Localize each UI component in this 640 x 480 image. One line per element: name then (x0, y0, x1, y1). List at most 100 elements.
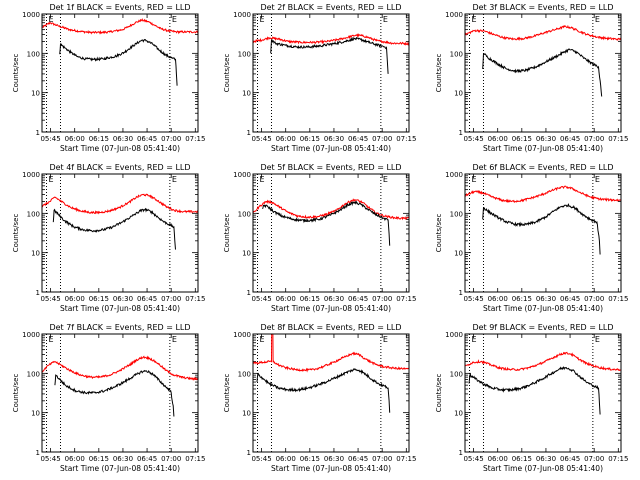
x-tick-label: 06:00 (65, 455, 85, 463)
x-tick-label: 06:45 (560, 295, 580, 303)
x-axis-label: Start Time (07-Jun-08 05:41:40) (60, 464, 180, 473)
y-tick-label: 1 (36, 129, 40, 137)
y-tick-label: 10 (454, 410, 463, 418)
time-marker-label: E (383, 15, 388, 24)
x-tick-label: 07:15 (608, 135, 628, 143)
time-marker-label: E (49, 15, 54, 24)
y-tick-label: 1 (247, 449, 251, 457)
x-tick-label: 06:00 (65, 135, 85, 143)
y-tick-label: 100 (27, 370, 40, 378)
x-tick-label: 06:15 (89, 135, 109, 143)
x-tick-label: 07:00 (584, 135, 604, 143)
x-axis-label: Start Time (07-Jun-08 05:41:40) (271, 464, 391, 473)
y-tick-label: 1000 (22, 171, 40, 179)
panel-title: Det 3f BLACK = Events, RED = LLD (472, 3, 613, 12)
x-tick-label: 07:00 (161, 455, 181, 463)
plot-frame (464, 13, 622, 133)
detector-panel: Det 9f BLACK = Events, RED = LLD 1 10 100 10… (435, 323, 628, 473)
y-axis-label: Counts/sec (12, 54, 20, 93)
x-tick-label: 07:00 (372, 455, 392, 463)
y-tick-label: 1 (459, 289, 463, 297)
x-tick-label: 06:30 (113, 295, 133, 303)
x-tick-label: 05:45 (251, 295, 271, 303)
y-tick-label: 1000 (22, 11, 40, 19)
x-tick-label: 06:30 (536, 455, 556, 463)
time-marker-label: E (260, 175, 265, 184)
y-tick-label: 1 (247, 129, 251, 137)
x-tick-label: 05:45 (40, 455, 60, 463)
x-tick-label: 07:00 (584, 455, 604, 463)
x-tick-label: 05:45 (40, 295, 60, 303)
y-tick-label: 10 (31, 410, 40, 418)
y-tick-label: 100 (238, 370, 251, 378)
x-tick-label: 06:45 (348, 135, 368, 143)
x-tick-label: 07:15 (396, 135, 416, 143)
y-tick-label: 1000 (233, 171, 251, 179)
x-axis-label: Start Time (07-Jun-08 05:41:40) (483, 304, 603, 313)
x-tick-label: 06:15 (512, 295, 532, 303)
panel-title: Det 2f BLACK = Events, RED = LLD (260, 3, 401, 12)
time-marker-label: E (595, 15, 600, 24)
lld-series-line (465, 351, 621, 372)
x-tick-label: 06:45 (348, 295, 368, 303)
x-tick-label: 05:45 (251, 455, 271, 463)
x-tick-label: 06:45 (137, 455, 157, 463)
plot-frame (252, 333, 410, 453)
events-series-line (54, 369, 175, 417)
x-tick-label: 06:45 (137, 135, 157, 143)
events-series-line (482, 203, 601, 255)
x-tick-label: 06:30 (536, 295, 556, 303)
x-tick-label: 06:30 (324, 295, 344, 303)
x-tick-label: 06:00 (276, 295, 296, 303)
time-marker-label: E (260, 15, 265, 24)
x-tick-label: 07:15 (185, 295, 205, 303)
detector-panel: Det 8f BLACK = Events, RED = LLD 1 10 100 10… (223, 323, 416, 473)
x-tick-label: 06:15 (300, 135, 320, 143)
y-axis-label: Counts/sec (435, 214, 443, 253)
time-marker-label: E (172, 15, 177, 24)
detector-panel: Det 4f BLACK = Events, RED = LLD 1 10 100 10… (12, 163, 205, 313)
x-tick-label: 07:15 (396, 295, 416, 303)
x-tick-label: 06:45 (560, 135, 580, 143)
x-tick-label: 06:30 (113, 455, 133, 463)
x-tick-label: 06:00 (276, 455, 296, 463)
y-tick-label: 1 (36, 289, 40, 297)
plot-frame (41, 333, 199, 453)
time-marker-label: E (49, 175, 54, 184)
time-marker-label: E (172, 335, 177, 344)
detector-panel: Det 6f BLACK = Events, RED = LLD 1 10 100 10… (435, 163, 628, 313)
y-tick-label: 10 (242, 250, 251, 258)
x-tick-label: 06:15 (89, 455, 109, 463)
time-marker-label: E (595, 335, 600, 344)
x-tick-label: 06:45 (348, 455, 368, 463)
time-marker-label: E (383, 335, 388, 344)
y-axis-label: Counts/sec (12, 214, 20, 253)
panel-title: Det 5f BLACK = Events, RED = LLD (260, 163, 401, 172)
x-tick-label: 06:45 (560, 455, 580, 463)
events-series-line (52, 207, 176, 250)
panel-title: Det 6f BLACK = Events, RED = LLD (472, 163, 613, 172)
y-tick-label: 10 (31, 250, 40, 258)
y-tick-label: 100 (238, 210, 251, 218)
time-marker-label: E (49, 335, 54, 344)
events-series-line (482, 48, 603, 97)
y-tick-label: 10 (242, 90, 251, 98)
y-tick-label: 1000 (233, 331, 251, 339)
y-tick-label: 100 (450, 50, 463, 58)
plot-frame (464, 173, 622, 293)
y-axis-label: Counts/sec (223, 374, 231, 413)
lld-series-line (253, 33, 409, 46)
y-axis-label: Counts/sec (435, 54, 443, 93)
x-tick-label: 05:45 (463, 455, 483, 463)
detector-panel: Det 5f BLACK = Events, RED = LLD 1 10 100 10… (223, 163, 416, 313)
y-tick-label: 10 (242, 410, 251, 418)
y-tick-label: 10 (454, 250, 463, 258)
x-tick-label: 07:15 (185, 135, 205, 143)
plot-frame (41, 173, 199, 293)
y-tick-label: 1000 (445, 171, 463, 179)
y-axis-label: Counts/sec (223, 214, 231, 253)
y-tick-label: 1 (36, 449, 40, 457)
y-tick-label: 10 (31, 90, 40, 98)
x-axis-label: Start Time (07-Jun-08 05:41:40) (271, 304, 391, 313)
